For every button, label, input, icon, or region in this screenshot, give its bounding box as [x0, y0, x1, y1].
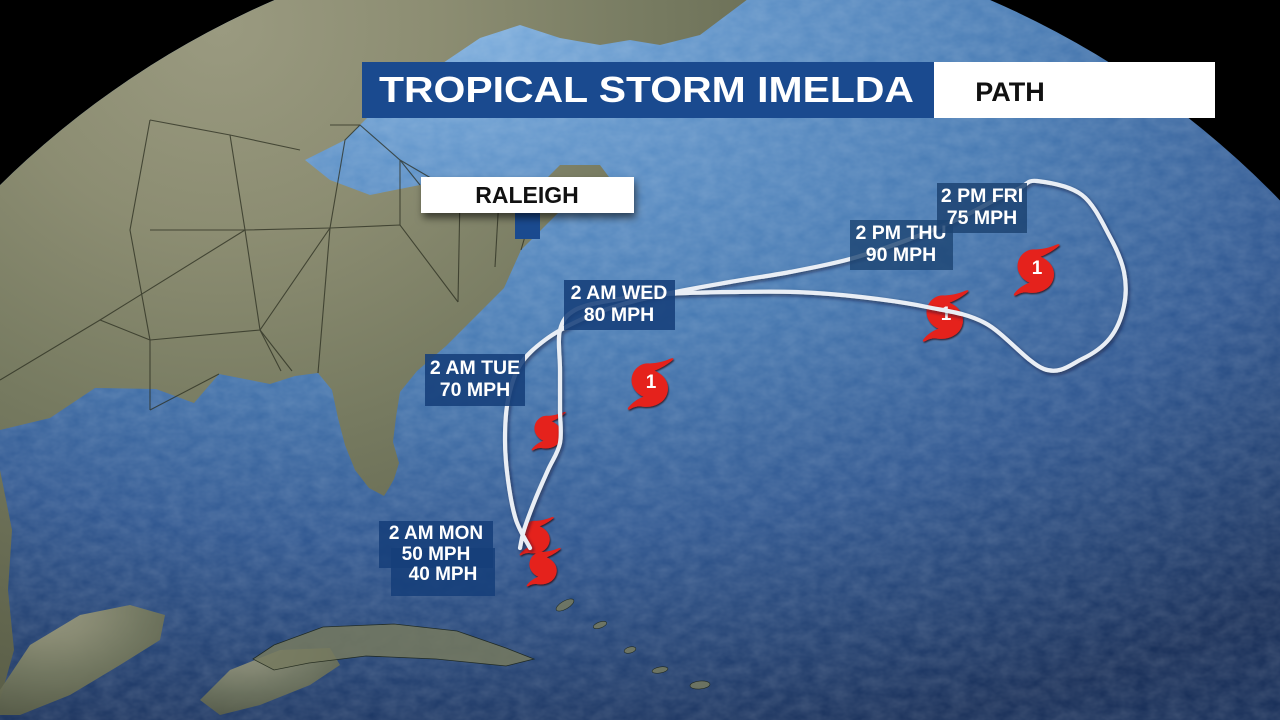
svg-text:2 AM TUE: 2 AM TUE	[430, 357, 520, 379]
svg-text:1: 1	[1032, 258, 1043, 279]
svg-text:90 MPH: 90 MPH	[866, 244, 936, 266]
svg-text:70 MPH: 70 MPH	[440, 379, 510, 401]
svg-text:2 AM WED: 2 AM WED	[571, 282, 668, 304]
svg-text:75 MPH: 75 MPH	[947, 207, 1017, 229]
svg-text:PATH: PATH	[975, 77, 1045, 107]
svg-text:2 AM MON: 2 AM MON	[389, 523, 483, 544]
svg-text:2 PM FRI: 2 PM FRI	[941, 185, 1023, 207]
svg-text:RALEIGH: RALEIGH	[475, 182, 579, 208]
svg-text:50 MPH: 50 MPH	[402, 544, 471, 565]
svg-text:80 MPH: 80 MPH	[584, 304, 654, 326]
svg-text:1: 1	[941, 304, 952, 325]
svg-text:40 MPH: 40 MPH	[409, 564, 478, 585]
svg-text:2 PM THU: 2 PM THU	[855, 222, 946, 244]
svg-text:1: 1	[646, 372, 657, 393]
